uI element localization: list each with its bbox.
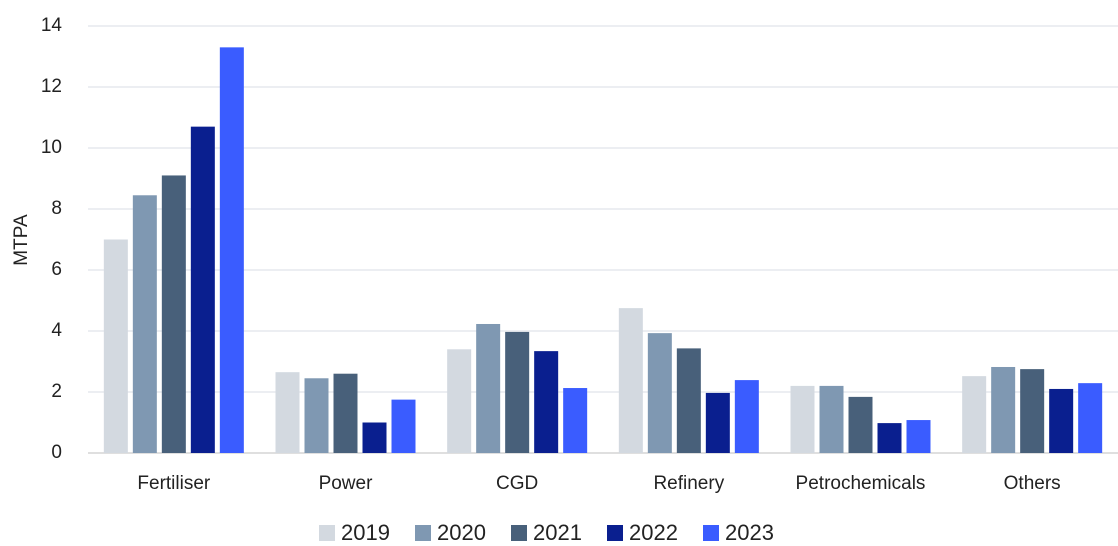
- legend-swatch: [511, 525, 527, 541]
- bar: [734, 380, 759, 453]
- bar: [190, 126, 215, 454]
- y-tick-label: 8: [51, 198, 62, 219]
- bar: [1049, 388, 1074, 453]
- bar: [705, 392, 730, 453]
- legend-swatch: [319, 525, 335, 541]
- bar: [1078, 383, 1103, 453]
- legend-label: 2022: [629, 520, 678, 545]
- y-tick-label: 4: [51, 320, 62, 341]
- legend-swatch: [607, 525, 623, 541]
- bar: [161, 175, 186, 453]
- legend-label: 2019: [341, 520, 390, 545]
- bar: [534, 351, 559, 453]
- x-tick-label: Power: [319, 473, 374, 494]
- bar: [1020, 369, 1045, 453]
- y-tick-label: 12: [41, 76, 62, 97]
- y-tick-label: 2: [51, 381, 62, 402]
- bar: [132, 195, 157, 453]
- x-tick-label: Others: [1004, 473, 1061, 494]
- bar: [505, 331, 530, 453]
- bar: [103, 239, 128, 453]
- legend-label: 2023: [725, 520, 774, 545]
- legend-swatch: [703, 525, 719, 541]
- bar: [333, 373, 358, 453]
- bar: [647, 333, 672, 453]
- bar: [790, 385, 815, 453]
- bar: [906, 420, 931, 453]
- legend-label: 2020: [437, 520, 486, 545]
- bar: [877, 423, 902, 453]
- x-tick-label: CGD: [496, 473, 538, 494]
- y-tick-label: 6: [51, 259, 62, 280]
- bar: [819, 385, 844, 453]
- x-tick-label: Refinery: [653, 473, 724, 494]
- y-tick-label: 0: [51, 442, 62, 463]
- y-tick-label: 14: [41, 15, 63, 36]
- bar: [676, 348, 701, 453]
- bar: [362, 422, 387, 453]
- bar: [563, 388, 588, 453]
- bar: [848, 396, 873, 453]
- bar: [962, 376, 987, 453]
- x-tick-label: Petrochemicals: [796, 473, 926, 494]
- bar: [447, 349, 472, 453]
- y-tick-label: 10: [41, 137, 62, 158]
- legend-label: 2021: [533, 520, 582, 545]
- bar: [476, 323, 501, 453]
- bar: [391, 399, 416, 453]
- x-tick-label: Fertiliser: [137, 473, 211, 494]
- bar: [275, 372, 300, 453]
- bar: [304, 378, 329, 453]
- bar: [991, 366, 1016, 453]
- bar: [618, 308, 643, 453]
- legend-swatch: [415, 525, 431, 541]
- y-axis-label: MTPA: [11, 214, 32, 266]
- bar: [219, 47, 244, 453]
